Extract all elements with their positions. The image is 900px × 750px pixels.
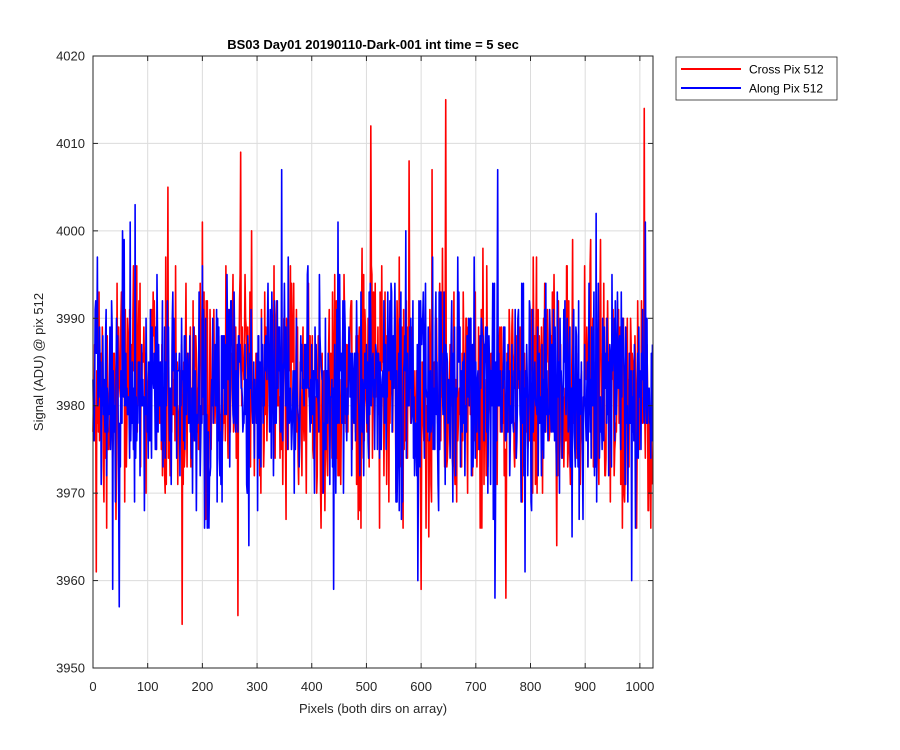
chart-title: BS03 Day01 20190110-Dark-001 int time = … xyxy=(227,37,519,52)
x-tick-label: 800 xyxy=(520,679,542,694)
x-tick-label: 500 xyxy=(356,679,378,694)
x-tick-label: 300 xyxy=(246,679,268,694)
x-tick-label: 0 xyxy=(89,679,96,694)
y-tick-label: 3980 xyxy=(56,398,85,413)
x-tick-label: 200 xyxy=(192,679,214,694)
x-tick-label: 900 xyxy=(574,679,596,694)
plot-frame xyxy=(92,55,654,669)
y-tick-label: 4020 xyxy=(56,49,85,64)
y-tick-label: 4000 xyxy=(56,223,85,238)
legend: Cross Pix 512 Along Pix 512 xyxy=(675,56,838,101)
x-tick-label: 1000 xyxy=(625,679,654,694)
y-axis-label: Signal (ADU) @ pix 512 xyxy=(31,293,46,431)
x-tick-label: 400 xyxy=(301,679,323,694)
legend-label-cross: Cross Pix 512 xyxy=(749,63,824,77)
y-tick-label: 3960 xyxy=(56,573,85,588)
y-tick-label: 4010 xyxy=(56,136,85,151)
x-tick-label: 600 xyxy=(410,679,432,694)
y-tick-label: 3950 xyxy=(56,661,85,676)
series-line-along-pix-512 xyxy=(92,168,654,608)
x-tick-label: 700 xyxy=(465,679,487,694)
axis-ticks: 0 100 200 300 400 500 600 700 800 900 1000 3950 3960… xyxy=(56,49,654,695)
data-lines xyxy=(92,98,654,626)
x-tick-label: 100 xyxy=(137,679,159,694)
y-tick-label: 3990 xyxy=(56,311,85,326)
y-tick-label: 3970 xyxy=(56,486,85,501)
legend-label-along: Along Pix 512 xyxy=(749,82,823,96)
legend-box xyxy=(675,56,838,101)
x-axis-label: Pixels (both dirs on array) xyxy=(299,701,447,716)
